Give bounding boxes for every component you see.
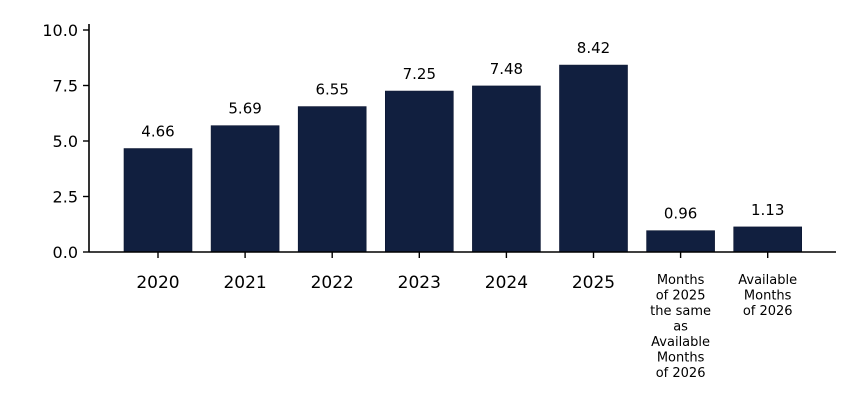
x-tick-label-1: 2021 [223,273,266,293]
data-label-5: 8.42 [577,39,610,57]
data-label-3: 7.25 [403,65,436,83]
data-label-7: 1.13 [751,201,784,219]
y-tick-label-1: 2.5 [53,188,78,207]
x-tick-label-4: 2024 [485,273,528,293]
data-label-6: 0.96 [664,205,697,223]
data-label-0: 4.66 [141,123,174,141]
y-tick-label-4: 10.0 [42,21,78,40]
data-label-1: 5.69 [228,100,261,118]
bar-0 [123,148,193,253]
bar-3 [384,90,454,253]
y-tick-label-2: 5.0 [53,132,78,151]
y-axis: 0.0 2.5 5.0 7.5 10.0 [42,21,90,262]
x-tick-label-3: 2023 [398,273,441,293]
y-tick-label-0: 0.0 [53,243,78,262]
bar-4 [472,85,541,253]
bar-1 [210,125,280,253]
data-label-4: 7.48 [490,60,523,78]
bar-2 [297,106,367,253]
x-tick-label-0: 2020 [136,273,179,293]
x-axis: 2020 2021 2022 2023 2024 2025 Months of 2025 the… [89,251,836,381]
y-tick-label-3: 7.5 [53,77,78,96]
x-tick-label-5: 2025 [572,273,615,293]
bars-group [123,64,803,253]
data-labels-group: 4.66 5.69 6.55 7.25 7.48 8.42 0.96 1.13 [141,39,784,223]
x-tick-label-6: Months of 2025 the same as Available Months of… [650,273,711,381]
data-label-2: 6.55 [315,81,348,99]
bar-6 [646,230,715,253]
bar-7 [733,226,803,253]
bar-5 [559,64,628,253]
x-tick-label-7: Available Months of 2026 [738,273,797,319]
x-tick-label-2: 2022 [311,273,354,293]
